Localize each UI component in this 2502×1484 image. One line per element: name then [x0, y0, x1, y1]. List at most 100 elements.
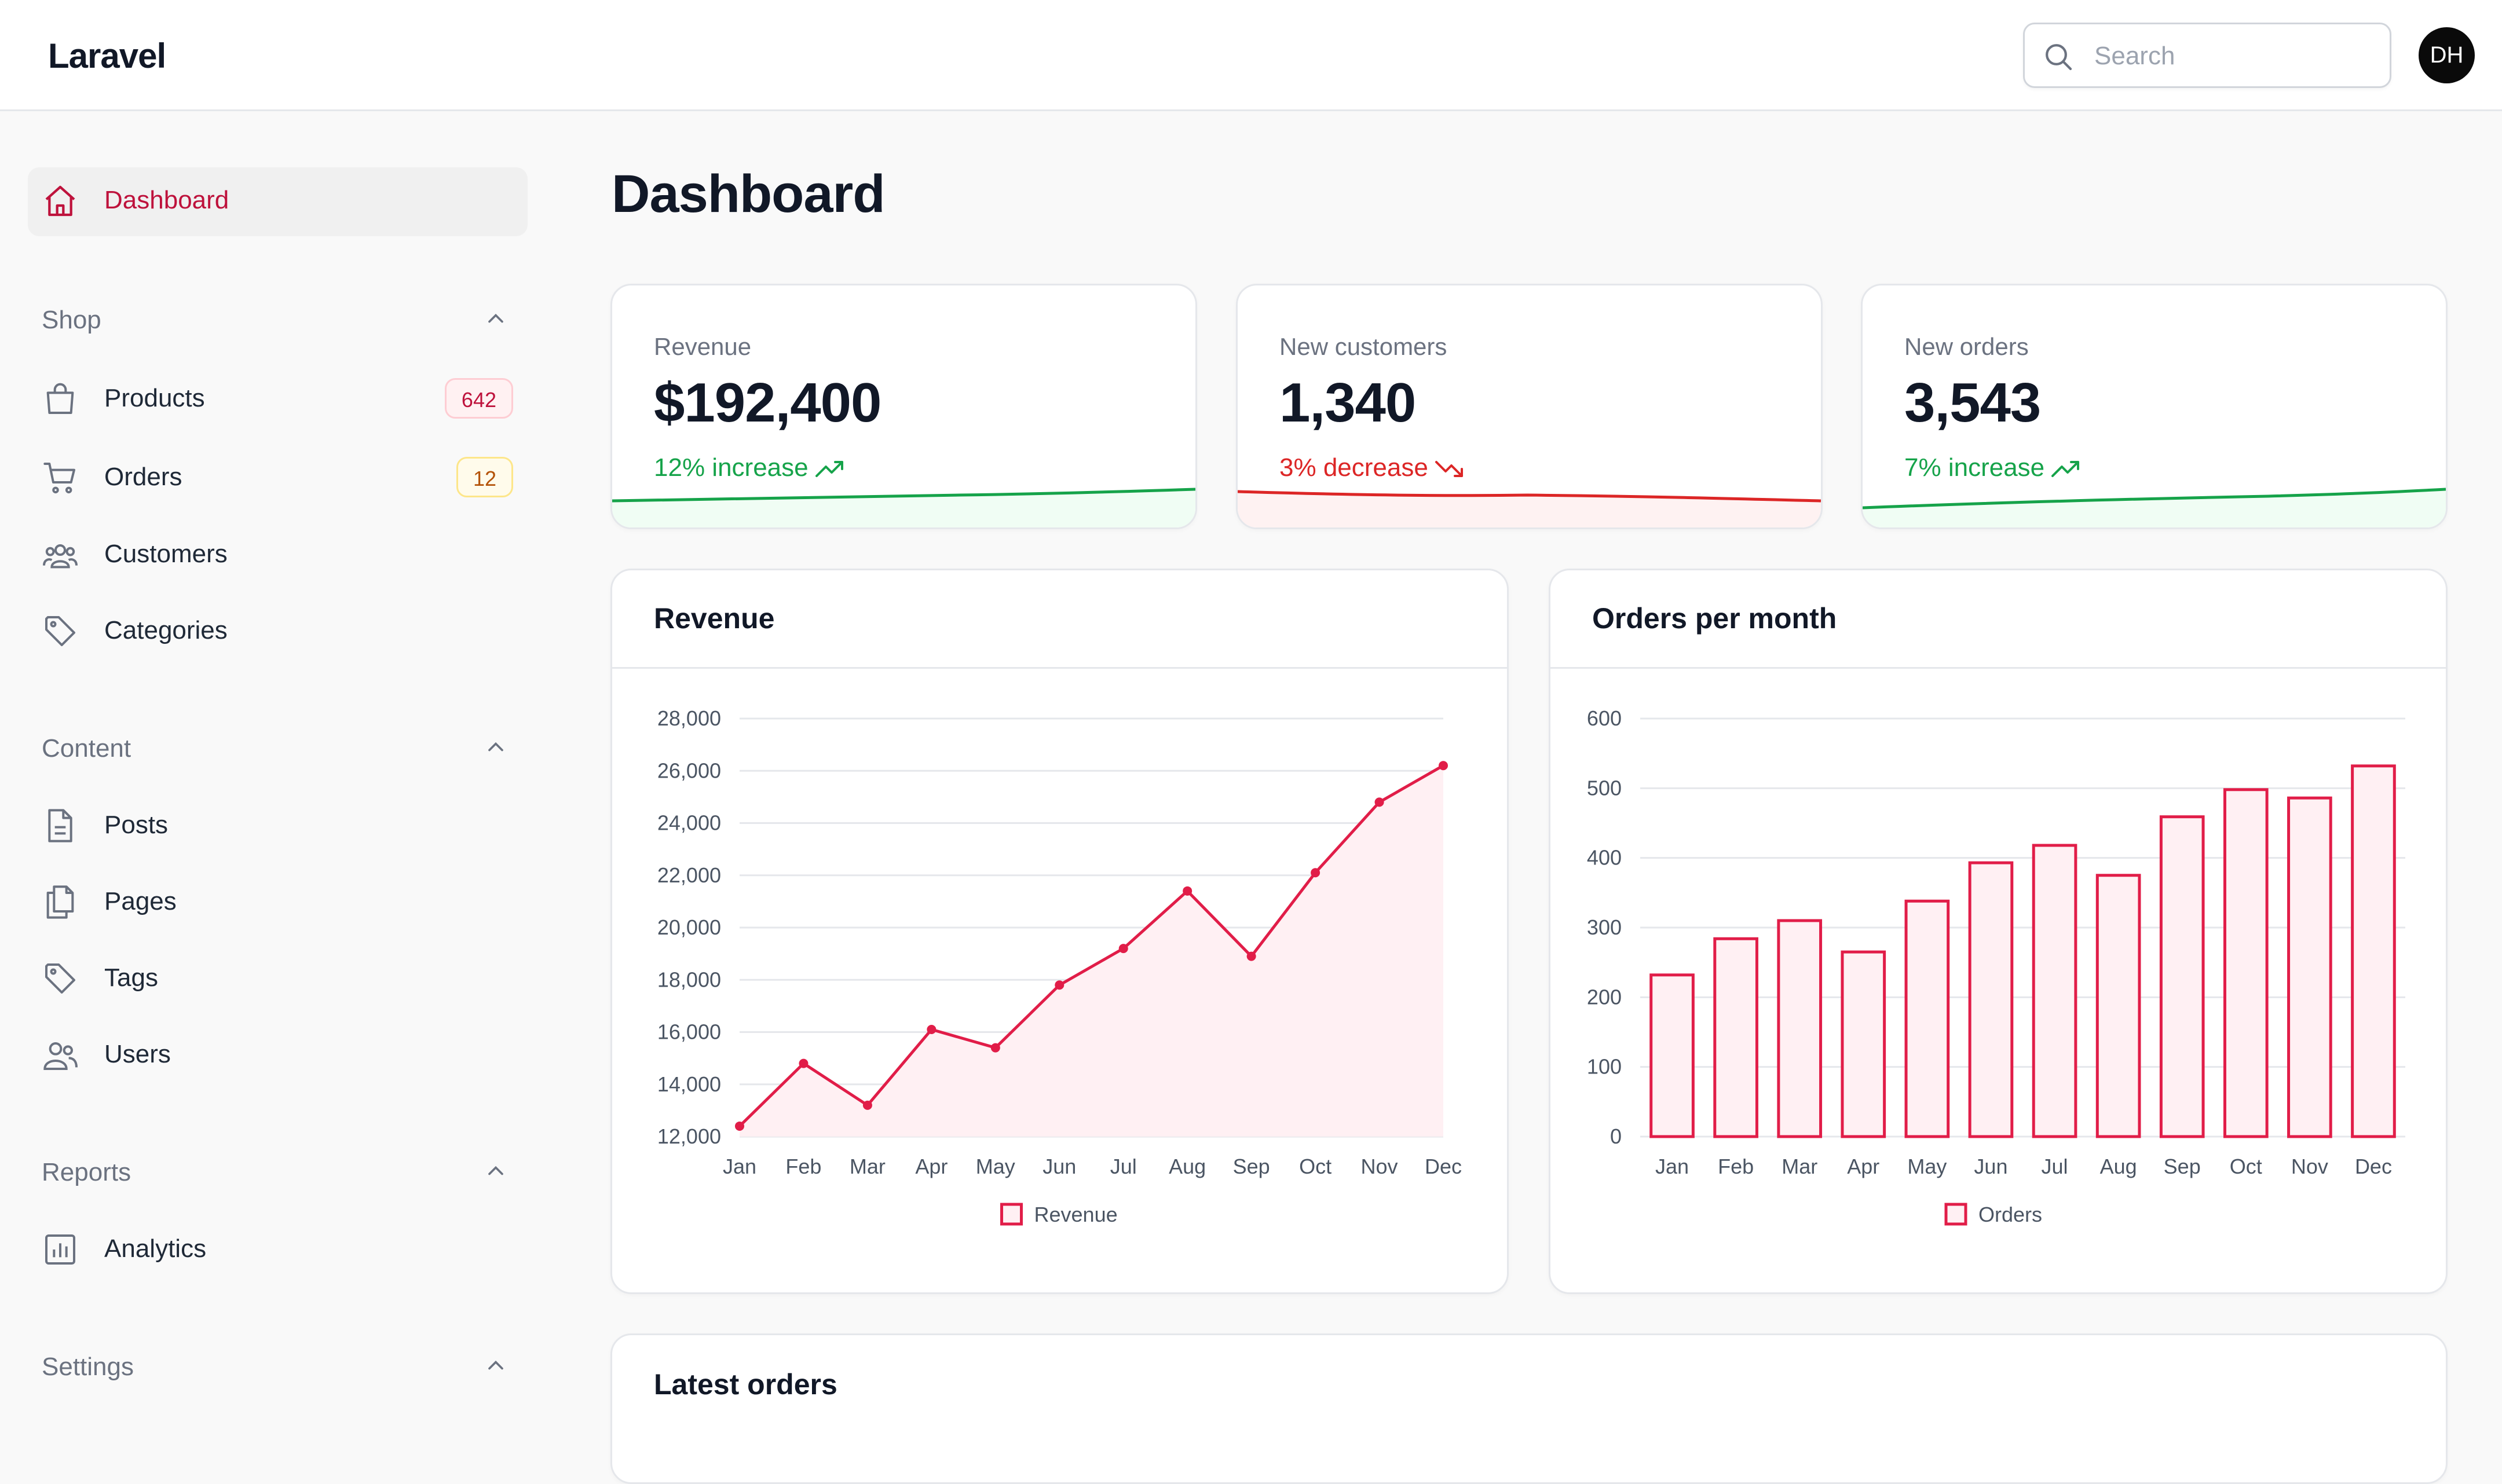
x-tick-label: Dec — [2355, 1155, 2392, 1178]
sidebar-item-orders[interactable]: Orders 12 — [42, 453, 522, 500]
bar — [1841, 950, 1886, 1138]
shopping-cart-icon — [43, 463, 75, 494]
y-tick-label: 400 — [1587, 846, 1622, 870]
data-point — [1374, 797, 1384, 807]
stat-trend: 12% increase — [654, 453, 847, 482]
revenue-area-chart: 12,000 14,000 16,000 18,000 20,000 22,000 24,0… — [657, 706, 1462, 1226]
chevron-up-icon[interactable] — [483, 1353, 509, 1378]
data-point — [990, 1043, 1000, 1053]
sidebar-item-pages[interactable]: Pages — [42, 878, 522, 924]
legend-label: Orders — [1978, 1203, 2042, 1226]
nav-group-shop[interactable]: Shop — [42, 306, 101, 334]
bar — [1713, 937, 1758, 1138]
card-title: Latest orders — [654, 1368, 837, 1401]
y-tick-label: 500 — [1587, 776, 1622, 800]
bar — [2032, 844, 2077, 1138]
y-tick-label: 16,000 — [657, 1020, 721, 1044]
card-title: Orders per month — [1592, 602, 1837, 635]
search-icon — [2046, 44, 2072, 71]
trending-up-icon — [815, 461, 843, 478]
sidebar-item-label: Categories — [104, 616, 228, 644]
bar — [2223, 788, 2269, 1138]
documents-icon — [46, 885, 74, 919]
y-tick-label: 0 — [1610, 1124, 1622, 1148]
sidebar-item-users[interactable]: Users — [42, 1031, 522, 1077]
bar — [2287, 796, 2332, 1138]
data-point — [927, 1024, 937, 1034]
sidebar-item-dashboard[interactable]: Dashboard — [42, 177, 522, 223]
x-tick-label: Feb — [785, 1155, 821, 1178]
stat-label: New orders — [1904, 333, 2029, 360]
x-tick-label: Aug — [2100, 1155, 2137, 1178]
sidebar-item-analytics[interactable]: Analytics — [42, 1225, 522, 1272]
x-tick-label: Dec — [1425, 1155, 1462, 1178]
stat-trend-text: 7% increase — [1904, 453, 2045, 482]
stat-trend-text: 12% increase — [654, 453, 809, 482]
orders-chart-card: Orders per month 0 100 200 300 400 500 600 Jan F… — [1549, 569, 2448, 1294]
y-tick-label: 600 — [1587, 706, 1622, 730]
y-tick-label: 18,000 — [657, 968, 721, 991]
brand-logo[interactable]: Laravel — [48, 36, 166, 75]
nav-group-reports[interactable]: Reports — [42, 1158, 131, 1186]
latest-orders-card: Latest orders — [610, 1333, 2448, 1484]
x-tick-label: Sep — [1233, 1155, 1270, 1178]
chevron-up-icon[interactable] — [483, 1158, 509, 1183]
data-point — [1311, 868, 1321, 878]
sidebar-item-label: Pages — [104, 887, 177, 915]
sidebar-item-label: Products — [104, 384, 205, 412]
sidebar-item-customers[interactable]: Customers — [42, 530, 522, 577]
x-tick-label: Nov — [2291, 1155, 2328, 1178]
stat-card-revenue: Revenue $192,400 12% increase — [610, 284, 1197, 529]
x-tick-label: Jun — [1042, 1155, 1076, 1178]
users-group-icon — [43, 544, 78, 569]
y-tick-label: 100 — [1587, 1055, 1622, 1079]
legend-swatch — [1000, 1203, 1023, 1226]
x-tick-label: Jul — [2042, 1155, 2068, 1178]
x-tick-label: Jul — [1110, 1155, 1137, 1178]
data-point — [799, 1058, 809, 1068]
stat-card-new-customers: New customers 1,340 3% decrease — [1236, 284, 1823, 529]
sidebar-item-posts[interactable]: Posts — [42, 801, 522, 848]
nav-group-settings[interactable]: Settings — [42, 1353, 134, 1381]
sidebar-item-products[interactable]: Products 642 — [42, 375, 522, 421]
x-tick-label: Apr — [915, 1155, 948, 1178]
stat-value: $192,400 — [654, 372, 881, 434]
x-tick-label: Mar — [1782, 1155, 1817, 1178]
sidebar-item-label: Posts — [104, 811, 169, 839]
stat-trend: 3% decrease — [1279, 453, 1466, 482]
chevron-up-icon[interactable] — [483, 306, 509, 331]
user-avatar[interactable]: DH — [2419, 27, 2475, 83]
x-tick-label: Oct — [1299, 1155, 1332, 1178]
data-point — [862, 1100, 872, 1110]
y-tick-label: 12,000 — [657, 1124, 721, 1148]
data-point — [1055, 980, 1065, 990]
sidebar-item-label: Orders — [104, 463, 182, 491]
trending-up-icon — [2051, 461, 2080, 478]
card-header: Revenue — [612, 570, 1507, 669]
tag-icon — [45, 963, 75, 994]
sidebar-item-tags[interactable]: Tags — [42, 954, 522, 1001]
bar — [1649, 973, 1695, 1138]
x-tick-label: Jan — [723, 1155, 756, 1178]
y-tick-label: 22,000 — [657, 863, 721, 887]
x-tick-label: Aug — [1169, 1155, 1206, 1178]
x-tick-label: Mar — [850, 1155, 886, 1178]
x-tick-label: May — [976, 1155, 1015, 1178]
document-icon — [48, 809, 72, 842]
chevron-up-icon[interactable] — [483, 734, 509, 760]
orders-bar-chart: 0 100 200 300 400 500 600 Jan Feb Mar Apr May Jun Jul… — [1587, 706, 2405, 1226]
nav-group-content[interactable]: Content — [42, 734, 131, 763]
sidebar-item-label: Dashboard — [104, 186, 229, 214]
stat-value: 3,543 — [1904, 372, 2041, 434]
users-icon — [43, 1042, 78, 1070]
trending-down-icon — [1435, 461, 1463, 478]
sidebar-item-categories[interactable]: Categories — [42, 607, 522, 653]
tag-icon — [45, 616, 75, 646]
search-box[interactable]: Search — [2023, 23, 2391, 88]
stat-value: 1,340 — [1279, 372, 1416, 434]
count-badge: 12 — [456, 457, 513, 497]
series-line — [738, 764, 1444, 1127]
card-title: Revenue — [654, 602, 775, 635]
x-tick-label: Feb — [1718, 1155, 1754, 1178]
search-input[interactable]: Search — [2094, 42, 2175, 70]
